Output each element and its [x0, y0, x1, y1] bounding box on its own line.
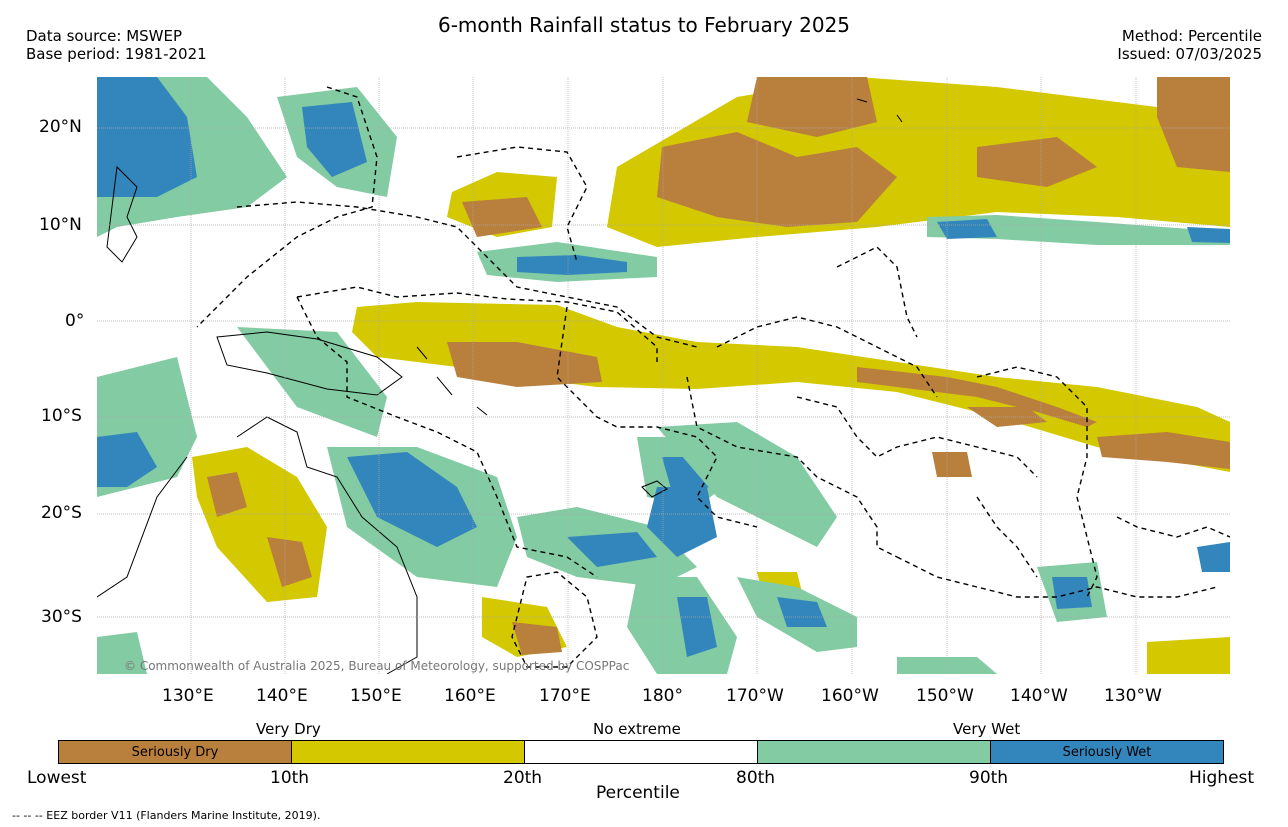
lon-label-160w: 160°W: [821, 686, 879, 706]
legend-tick-lowest: Lowest: [27, 768, 87, 788]
dry-regions: [192, 77, 1230, 674]
lon-label-150e: 150°E: [350, 686, 402, 706]
data-source: Data source: MSWEP: [26, 27, 183, 45]
lon-label-160e: 160°E: [444, 686, 496, 706]
lon-label-180: 180°: [642, 686, 683, 706]
lat-label-20s: 20°S: [41, 503, 82, 523]
base-period: Base period: 1981-2021: [26, 45, 207, 63]
lat-label-30s: 30°S: [41, 607, 82, 627]
lon-label-130w: 130°W: [1104, 686, 1162, 706]
method: Method: Percentile: [1121, 27, 1262, 45]
landmasses: [97, 98, 903, 674]
lon-label-140e: 140°E: [256, 686, 308, 706]
legend-bar-seriously-wet: Seriously Wet: [990, 740, 1224, 764]
wet-regions: [97, 77, 1230, 674]
legend-category-no-extreme: No extreme: [593, 720, 681, 738]
legend-category-very-dry: Very Dry: [256, 720, 321, 738]
lon-label-150w: 150°W: [916, 686, 974, 706]
lon-label-130e: 130°E: [162, 686, 214, 706]
legend-bar-very-wet: [757, 740, 991, 764]
legend-bar-label: Seriously Wet: [1062, 744, 1152, 760]
legend-tick-highest: Highest: [1189, 768, 1255, 788]
legend-category-very-wet: Very Wet: [953, 720, 1021, 738]
copyright-notice: © Commonwealth of Australia 2025, Bureau…: [124, 659, 630, 673]
issued-date: Issued: 07/03/2025: [1117, 45, 1262, 63]
eez-borders: [196, 86, 1230, 668]
legend-bar-label: Seriously Dry: [131, 744, 219, 760]
lon-label-140w: 140°W: [1010, 686, 1068, 706]
lon-label-170e: 170°E: [539, 686, 591, 706]
legend-bar-no-extreme: [524, 740, 758, 764]
legend-bar-very-dry: [291, 740, 525, 764]
rainfall-map: [97, 77, 1230, 674]
lat-label-10n: 10°N: [39, 215, 82, 235]
lat-label-20n: 20°N: [39, 117, 82, 137]
method-info: Method: Percentile Issued: 07/03/2025: [1117, 27, 1262, 63]
data-source-info: Data source: MSWEP Base period: 1981-202…: [26, 27, 207, 63]
legend-tick-90th: 90th: [969, 768, 1009, 788]
legend-tick-20th: 20th: [503, 768, 543, 788]
eez-footnote: -- -- -- EEZ border V11 (Flanders Marine…: [12, 809, 321, 822]
map-title: 6-month Rainfall status to February 2025: [437, 13, 851, 37]
gridlines: [97, 77, 1230, 674]
legend-bar-seriously-dry: Seriously Dry: [58, 740, 292, 764]
lat-label-10s: 10°S: [41, 406, 82, 426]
legend-tick-10th: 10th: [270, 768, 310, 788]
map-canvas: [97, 77, 1230, 674]
lon-label-170w: 170°W: [726, 686, 784, 706]
lat-label-equator: 0°: [65, 311, 85, 331]
legend-axis-title: Percentile: [596, 783, 680, 803]
legend-tick-80th: 80th: [736, 768, 776, 788]
